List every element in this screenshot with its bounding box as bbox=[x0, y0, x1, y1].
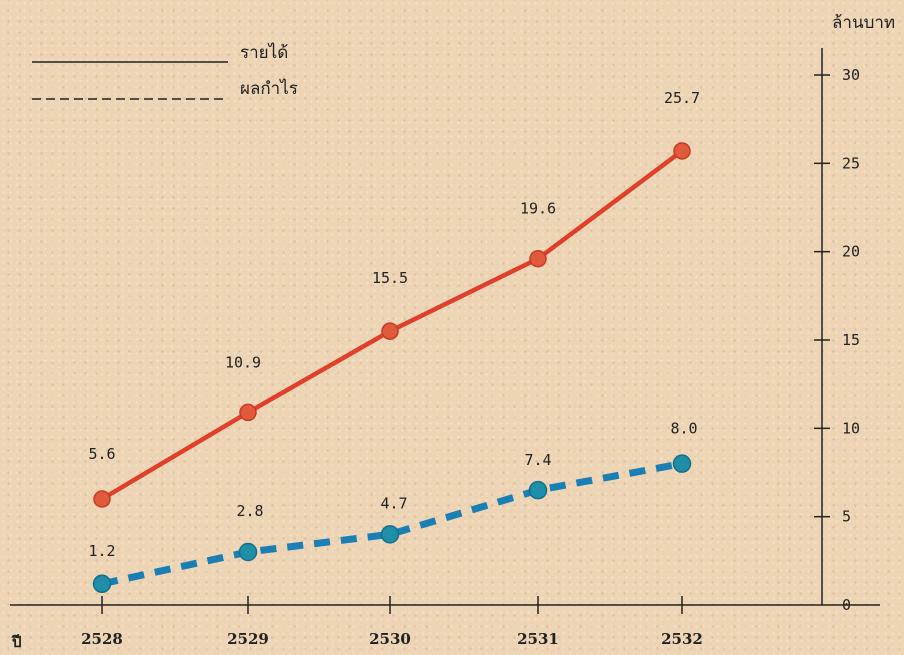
data-point bbox=[673, 142, 691, 160]
legend: รายได้ ผลกำไร bbox=[32, 42, 298, 100]
y-axis-unit-label: ล้านบาท bbox=[832, 13, 895, 33]
y-tick-label: 0 bbox=[842, 596, 851, 614]
data-label: 5.6 bbox=[88, 445, 115, 463]
data-point bbox=[93, 490, 111, 508]
x-tick-label: 2531 bbox=[517, 630, 559, 648]
data-point bbox=[238, 542, 258, 562]
data-point bbox=[92, 574, 112, 594]
data-point bbox=[529, 249, 547, 268]
data-label: 19.6 bbox=[520, 200, 556, 218]
data-point bbox=[672, 454, 692, 473]
x-axis-ticks: 2528 2529 2530 2531 2532 bbox=[81, 596, 703, 648]
x-axis-title: ปี bbox=[11, 633, 21, 651]
data-label: 7.4 bbox=[524, 451, 551, 469]
legend-profit-label: ผลกำไร bbox=[240, 78, 298, 99]
y-tick-label: 10 bbox=[842, 419, 860, 437]
series-layer: 5.6 10.9 15.5 19.6 25.7 1.2 2.8 4.7 7.4 8.0 bbox=[88, 89, 700, 594]
legend-income-label: รายได้ bbox=[240, 42, 288, 63]
x-tick-label: 2530 bbox=[369, 630, 411, 648]
data-label: 15.5 bbox=[372, 269, 408, 287]
y-tick-label: 15 bbox=[842, 331, 860, 349]
data-point bbox=[528, 480, 548, 500]
x-tick-label: 2532 bbox=[661, 630, 703, 648]
data-label: 1.2 bbox=[88, 542, 115, 560]
y-tick-label: 20 bbox=[842, 243, 860, 261]
y-tick-label: 25 bbox=[842, 154, 860, 172]
data-point bbox=[239, 403, 257, 422]
y-axis-ticks: 0 5 10 15 20 25 30 bbox=[814, 66, 860, 614]
y-tick-label: 30 bbox=[842, 66, 860, 84]
x-tick-label: 2529 bbox=[227, 630, 269, 648]
data-point bbox=[380, 525, 400, 544]
data-label: 4.7 bbox=[380, 494, 407, 512]
data-point bbox=[381, 322, 399, 340]
y-tick-label: 5 bbox=[842, 508, 851, 526]
data-label: 2.8 bbox=[236, 502, 263, 520]
data-label: 10.9 bbox=[225, 353, 261, 371]
x-tick-label: 2528 bbox=[81, 630, 123, 648]
series-line-profit bbox=[101, 460, 683, 588]
data-label: 8.0 bbox=[670, 420, 697, 438]
data-label: 25.7 bbox=[664, 89, 700, 107]
